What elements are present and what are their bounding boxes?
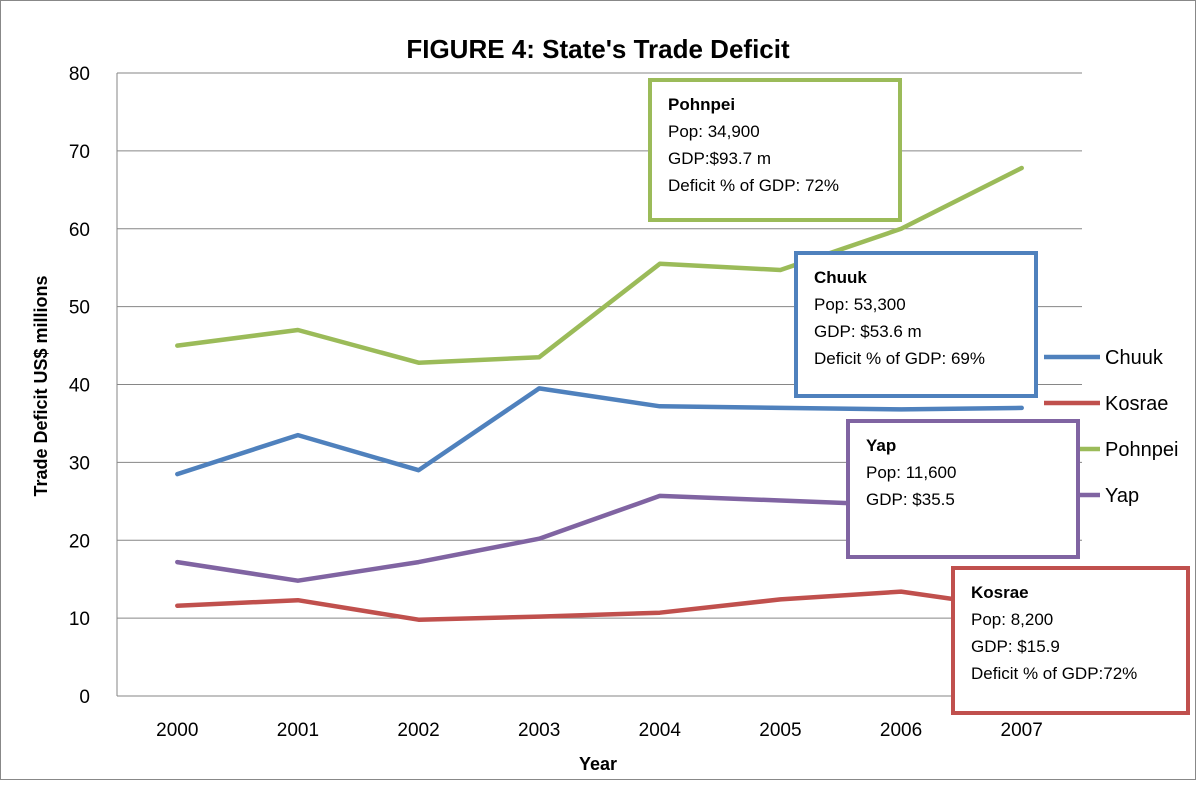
annotation-box-yap: [846, 419, 1080, 559]
x-tick-label: 2005: [759, 720, 801, 741]
series-line-kosrae: [175, 589, 1024, 622]
annotation-line-chuuk: GDP: $53.6 m: [814, 322, 922, 341]
annotation-title-pohnpei: Pohnpei: [668, 95, 735, 114]
annotation-line-kosrae: Deficit % of GDP:72%: [971, 664, 1137, 683]
y-tick-label: 0: [79, 687, 90, 708]
annotation-chuuk: Chuuk Pop: 53,300 GDP: $53.6 m Deficit % of…: [794, 251, 1038, 398]
annotation-line-kosrae: GDP: $15.9: [971, 637, 1060, 656]
annotation-line-kosrae: Pop: 8,200: [971, 610, 1053, 629]
annotation-title-chuuk: Chuuk: [814, 268, 867, 287]
y-tick-label: 80: [69, 64, 90, 85]
y-tick-label: 30: [69, 453, 90, 474]
x-tick-label: 2000: [156, 720, 198, 741]
annotation-layer: Pohnpei Pop: 34,900 GDP:$93.7 m Deficit % o…: [648, 78, 1190, 715]
annotation-title-kosrae: Kosrae: [971, 583, 1029, 602]
y-tick-label: 50: [69, 298, 90, 319]
annotation-line-yap: GDP: $35.5: [866, 490, 955, 509]
y-tick-label: 20: [69, 531, 90, 552]
legend-label-yap: Yap: [1105, 485, 1139, 507]
y-tick-label: 10: [69, 609, 90, 630]
axis-layer: 0 10 20 30 40 50 60 70 80 2000 2001 2002 2003 2004 200…: [69, 64, 1082, 741]
annotation-line-yap: Pop: 11,600: [866, 463, 956, 482]
annotation-yap: Yap Pop: 11,600 GDP: $35.5: [846, 419, 1080, 559]
x-axis-label: Year: [579, 754, 617, 774]
annotation-pohnpei: Pohnpei Pop: 34,900 GDP:$93.7 m Deficit % o…: [648, 78, 902, 222]
legend-label-chuuk: Chuuk: [1105, 347, 1164, 369]
x-tick-label: 2003: [518, 720, 560, 741]
chart-title: FIGURE 4: State's Trade Deficit: [406, 34, 790, 64]
annotation-box-chuuk: [794, 251, 1038, 398]
y-tick-label: 60: [69, 220, 90, 241]
y-tick-label: 70: [69, 142, 90, 163]
y-tick-label: 40: [69, 376, 90, 397]
legend-label-kosrae: Kosrae: [1105, 393, 1168, 415]
x-tick-label: 2001: [277, 720, 319, 741]
annotation-line-chuuk: Pop: 53,300: [814, 295, 906, 314]
annotation-line-pohnpei: Pop: 34,900: [668, 122, 760, 141]
annotation-box-pohnpei: [648, 78, 902, 222]
annotation-kosrae: Kosrae Pop: 8,200 GDP: $15.9 Deficit % of G…: [951, 566, 1190, 715]
annotation-line-pohnpei: Deficit % of GDP: 72%: [668, 176, 839, 195]
series-line-chuuk: [175, 386, 1024, 477]
annotation-line-chuuk: Deficit % of GDP: 69%: [814, 349, 985, 368]
y-axis-label: Trade Deficit US$ millions: [31, 275, 51, 496]
legend: Chuuk Kosrae Pohnpei Yap: [1044, 347, 1178, 507]
x-tick-label: 2004: [639, 720, 682, 741]
legend-label-pohnpei: Pohnpei: [1105, 439, 1178, 461]
x-tick-label: 2002: [397, 720, 439, 741]
annotation-title-yap: Yap: [866, 436, 896, 455]
x-tick-label: 2007: [1001, 720, 1043, 741]
x-tick-label: 2006: [880, 720, 922, 741]
series-line-pohnpei: [175, 165, 1024, 365]
annotation-line-pohnpei: GDP:$93.7 m: [668, 149, 771, 168]
annotation-box-kosrae: [951, 566, 1190, 715]
